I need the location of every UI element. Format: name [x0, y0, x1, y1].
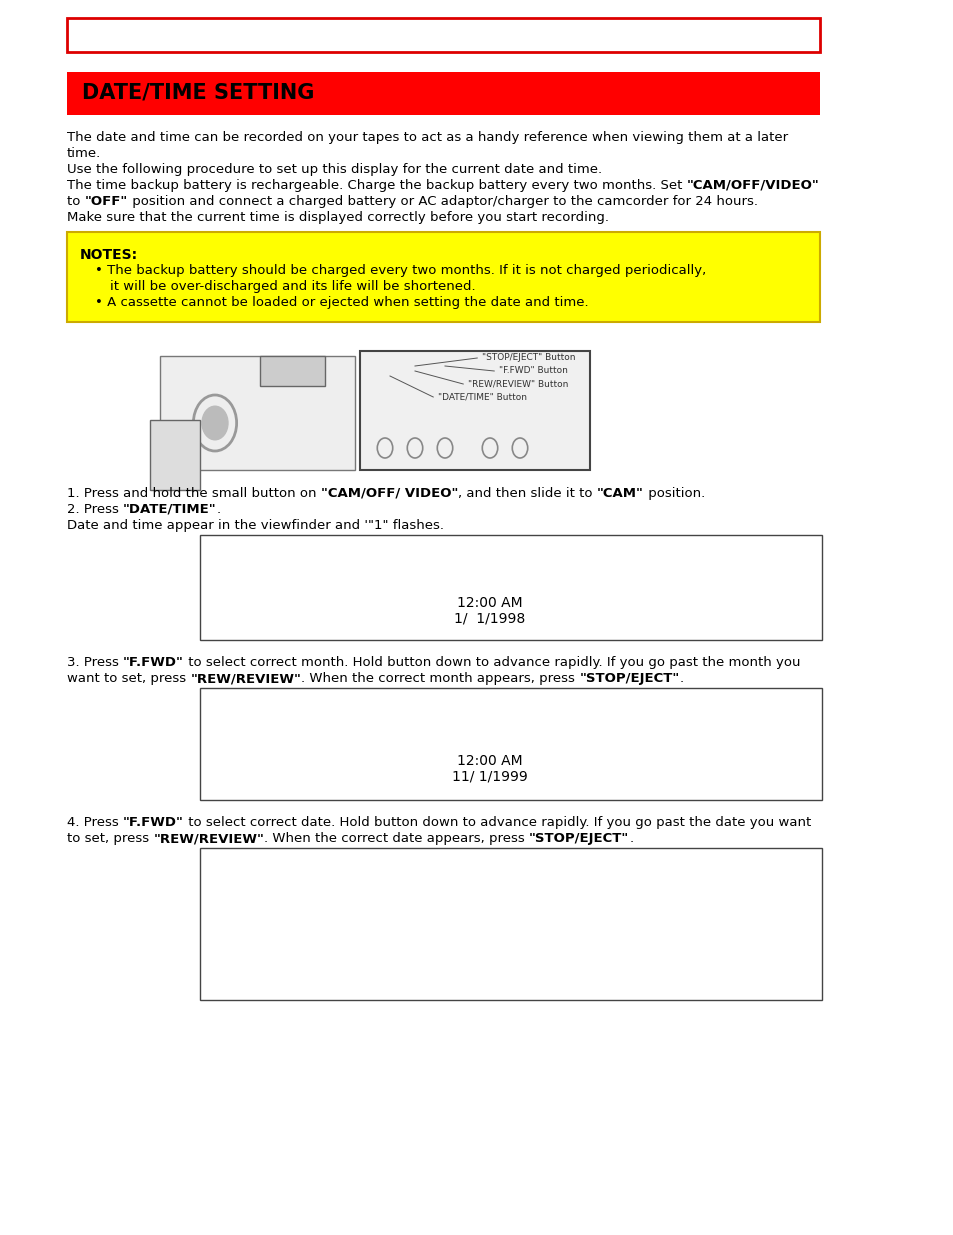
Text: "CAM/OFF/VIDEO": "CAM/OFF/VIDEO" — [686, 179, 819, 191]
Text: "DATE/TIME" Button: "DATE/TIME" Button — [437, 393, 526, 401]
Text: 1/  1/1998: 1/ 1/1998 — [454, 613, 525, 626]
Text: "STOP/EJECT": "STOP/EJECT" — [578, 672, 679, 685]
Bar — [67, 19, 820, 52]
Text: "STOP/EJECT" Button: "STOP/EJECT" Button — [481, 353, 575, 363]
Bar — [160, 356, 355, 471]
Text: 3. Press: 3. Press — [67, 656, 123, 669]
Text: position.: position. — [643, 487, 704, 500]
Text: "F.FWD": "F.FWD" — [123, 816, 184, 829]
Text: DATE/TIME SETTING: DATE/TIME SETTING — [82, 83, 314, 103]
Text: "CAM": "CAM" — [597, 487, 643, 500]
Bar — [200, 688, 821, 800]
Bar — [150, 420, 200, 490]
Text: Use the following procedure to set up this display for the current date and time: Use the following procedure to set up th… — [67, 163, 601, 177]
Bar — [359, 351, 589, 471]
Text: it will be over-discharged and its life will be shortened.: it will be over-discharged and its life … — [110, 280, 476, 293]
Text: "OFF": "OFF" — [85, 195, 128, 207]
Text: position and connect a charged battery or AC adaptor/charger to the camcorder fo: position and connect a charged battery o… — [128, 195, 757, 207]
Text: 4. Press: 4. Press — [67, 816, 123, 829]
Text: , and then slide it to: , and then slide it to — [457, 487, 597, 500]
Bar — [200, 535, 821, 640]
Text: 12:00 AM: 12:00 AM — [456, 597, 522, 610]
Text: 1. Press and hold the small button on: 1. Press and hold the small button on — [67, 487, 320, 500]
Text: to select correct month. Hold button down to advance rapidly. If you go past the: to select correct month. Hold button dow… — [184, 656, 800, 669]
Text: Make sure that the current time is displayed correctly before you start recordin: Make sure that the current time is displ… — [67, 211, 608, 224]
Text: .: . — [216, 503, 221, 516]
Text: want to set, press: want to set, press — [67, 672, 191, 685]
Text: to set, press: to set, press — [67, 832, 153, 845]
Text: .: . — [629, 832, 633, 845]
Text: 2. Press: 2. Press — [67, 503, 123, 516]
Text: "CAM/OFF/ VIDEO": "CAM/OFF/ VIDEO" — [320, 487, 457, 500]
Text: to select correct date. Hold button down to advance rapidly. If you go past the : to select correct date. Hold button down… — [184, 816, 810, 829]
Text: 12:00 AM: 12:00 AM — [456, 755, 522, 768]
Text: .: . — [679, 672, 683, 685]
Text: The date and time can be recorded on your tapes to act as a handy reference when: The date and time can be recorded on you… — [67, 131, 787, 144]
Text: to: to — [67, 195, 85, 207]
Bar — [260, 356, 325, 387]
Text: • A cassette cannot be loaded or ejected when setting the date and time.: • A cassette cannot be loaded or ejected… — [95, 296, 588, 309]
Text: Date and time appear in the viewfinder and '"1" flashes.: Date and time appear in the viewfinder a… — [67, 519, 443, 532]
Text: "F.FWD": "F.FWD" — [123, 656, 184, 669]
Text: • The backup battery should be charged every two months. If it is not charged pe: • The backup battery should be charged e… — [95, 264, 705, 277]
Bar — [67, 232, 820, 322]
Text: NOTES:: NOTES: — [80, 248, 138, 262]
Bar — [200, 848, 821, 1000]
Text: "F.FWD" Button: "F.FWD" Button — [498, 367, 567, 375]
Text: The time backup battery is rechargeable. Charge the backup battery every two mon: The time backup battery is rechargeable.… — [67, 179, 686, 191]
Text: "STOP/EJECT": "STOP/EJECT" — [529, 832, 629, 845]
Text: "REW/REVIEW": "REW/REVIEW" — [153, 832, 264, 845]
Text: . When the correct date appears, press: . When the correct date appears, press — [264, 832, 529, 845]
Text: "REW/REVIEW" Button: "REW/REVIEW" Button — [468, 379, 568, 389]
Bar — [67, 72, 820, 115]
Text: time.: time. — [67, 147, 101, 161]
Text: "REW/REVIEW": "REW/REVIEW" — [191, 672, 301, 685]
Circle shape — [202, 406, 228, 440]
Text: 11/ 1/1999: 11/ 1/1999 — [452, 769, 527, 784]
Text: "DATE/TIME": "DATE/TIME" — [123, 503, 216, 516]
Text: . When the correct month appears, press: . When the correct month appears, press — [301, 672, 578, 685]
